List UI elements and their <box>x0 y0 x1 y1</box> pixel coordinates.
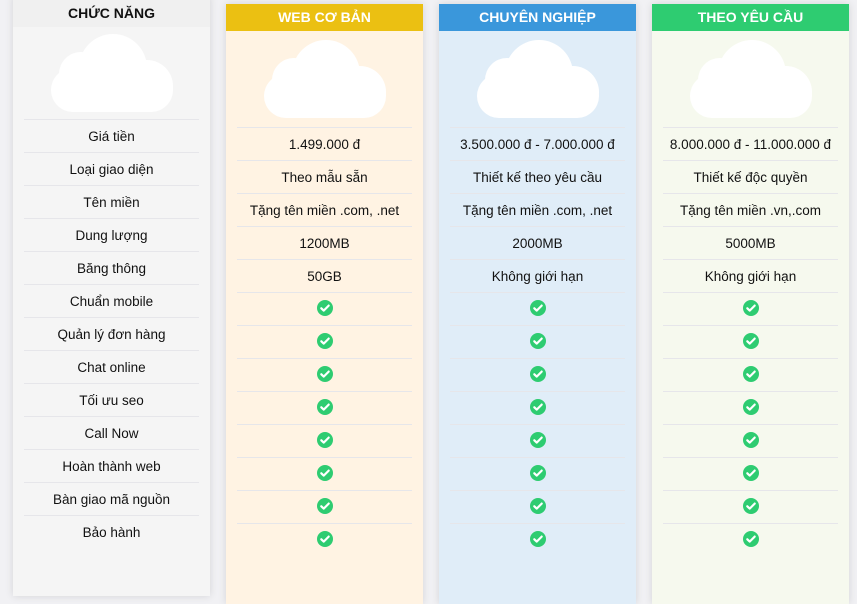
check-circle-icon <box>742 398 759 418</box>
check-circle-icon <box>316 332 333 352</box>
cloud-icon <box>13 27 210 119</box>
plan-rows: 3.500.000 đ - 7.000.000 đ Thiết kế theo y… <box>450 127 625 556</box>
check-circle-icon <box>529 332 546 352</box>
check-circle-icon <box>529 497 546 517</box>
plan-feature-included <box>237 391 412 424</box>
check-circle-icon <box>529 398 546 418</box>
check-circle-icon <box>529 365 546 385</box>
check-circle-icon <box>742 299 759 319</box>
plan-column-custom: THEO YÊU CẦU 8.000.000 đ - 11.000.000 đ Th… <box>652 4 849 604</box>
plan-rows: 8.000.000 đ - 11.000.000 đ Thiết kế độc q… <box>663 127 838 556</box>
plan-value: 3.500.000 đ - 7.000.000 đ <box>450 127 625 160</box>
plan-feature-included <box>450 457 625 490</box>
feature-row: Quản lý đơn hàng <box>24 317 199 350</box>
plan-value: 2000MB <box>450 226 625 259</box>
feature-row: Loại giao diện <box>24 152 199 185</box>
feature-row: Băng thông <box>24 251 199 284</box>
check-circle-icon <box>529 431 546 451</box>
plan-feature-included <box>663 292 838 325</box>
feature-row: Chuẩn mobile <box>24 284 199 317</box>
feature-row: Chat online <box>24 350 199 383</box>
features-header: CHỨC NĂNG <box>13 0 210 27</box>
feature-row: Bảo hành <box>24 515 199 548</box>
plan-header: WEB CƠ BẢN <box>226 4 423 31</box>
plan-feature-included <box>450 523 625 556</box>
plan-feature-included <box>237 490 412 523</box>
plan-header: THEO YÊU CẦU <box>652 4 849 31</box>
plan-feature-included <box>663 391 838 424</box>
plan-feature-included <box>450 358 625 391</box>
plan-feature-included <box>237 292 412 325</box>
feature-row: Bàn giao mã nguồn <box>24 482 199 515</box>
plan-feature-included <box>237 523 412 556</box>
check-circle-icon <box>529 299 546 319</box>
plan-feature-included <box>450 424 625 457</box>
cloud-icon <box>652 31 849 127</box>
plan-feature-included <box>450 490 625 523</box>
feature-row: Tên miền <box>24 185 199 218</box>
plan-value: 8.000.000 đ - 11.000.000 đ <box>663 127 838 160</box>
plan-value: Thiết kế theo yêu cầu <box>450 160 625 193</box>
plan-value: Thiết kế độc quyền <box>663 160 838 193</box>
check-circle-icon <box>742 530 759 550</box>
feature-row: Tối ưu seo <box>24 383 199 416</box>
feature-list: Giá tiền Loại giao diện Tên miền Dung lượng… <box>24 119 199 548</box>
feature-row: Dung lượng <box>24 218 199 251</box>
check-circle-icon <box>742 464 759 484</box>
check-circle-icon <box>316 431 333 451</box>
plan-feature-included <box>663 424 838 457</box>
feature-row: Hoàn thành web <box>24 449 199 482</box>
check-circle-icon <box>529 464 546 484</box>
plan-column-professional: CHUYÊN NGHIỆP 3.500.000 đ - 7.000.000 đ Th… <box>439 4 636 604</box>
plan-value: 1200MB <box>237 226 412 259</box>
plan-feature-included <box>663 490 838 523</box>
plan-feature-included <box>237 325 412 358</box>
plan-value: 50GB <box>237 259 412 292</box>
plan-feature-included <box>663 457 838 490</box>
check-circle-icon <box>316 398 333 418</box>
plan-feature-included <box>663 358 838 391</box>
plan-value: Tặng tên miền .com, .net <box>237 193 412 226</box>
check-circle-icon <box>316 530 333 550</box>
check-circle-icon <box>742 431 759 451</box>
plan-column-basic: WEB CƠ BẢN 1.499.000 đ Theo mẫu sẵn Tặng tê… <box>226 4 423 604</box>
plan-rows: 1.499.000 đ Theo mẫu sẵn Tặng tên miền .co… <box>237 127 412 556</box>
check-circle-icon <box>316 464 333 484</box>
check-circle-icon <box>529 530 546 550</box>
plan-feature-included <box>450 292 625 325</box>
plan-feature-included <box>450 391 625 424</box>
plan-value: Tặng tên miền .com, .net <box>450 193 625 226</box>
feature-row: Call Now <box>24 416 199 449</box>
cloud-icon <box>439 31 636 127</box>
plan-value: 1.499.000 đ <box>237 127 412 160</box>
features-column: CHỨC NĂNG Giá tiền Loại giao diện Tên miền… <box>13 0 210 596</box>
check-circle-icon <box>316 365 333 385</box>
feature-row: Giá tiền <box>24 119 199 152</box>
plan-value: 5000MB <box>663 226 838 259</box>
check-circle-icon <box>742 365 759 385</box>
plan-value: Không giới hạn <box>450 259 625 292</box>
plan-header: CHUYÊN NGHIỆP <box>439 4 636 31</box>
plan-value: Theo mẫu sẵn <box>237 160 412 193</box>
plan-value: Tặng tên miền .vn,.com <box>663 193 838 226</box>
plan-feature-included <box>237 358 412 391</box>
plan-feature-included <box>450 325 625 358</box>
check-circle-icon <box>742 497 759 517</box>
plan-feature-included <box>237 424 412 457</box>
plan-value: Không giới hạn <box>663 259 838 292</box>
plan-feature-included <box>237 457 412 490</box>
check-circle-icon <box>742 332 759 352</box>
check-circle-icon <box>316 299 333 319</box>
plan-feature-included <box>663 325 838 358</box>
plan-feature-included <box>663 523 838 556</box>
cloud-icon <box>226 31 423 127</box>
check-circle-icon <box>316 497 333 517</box>
